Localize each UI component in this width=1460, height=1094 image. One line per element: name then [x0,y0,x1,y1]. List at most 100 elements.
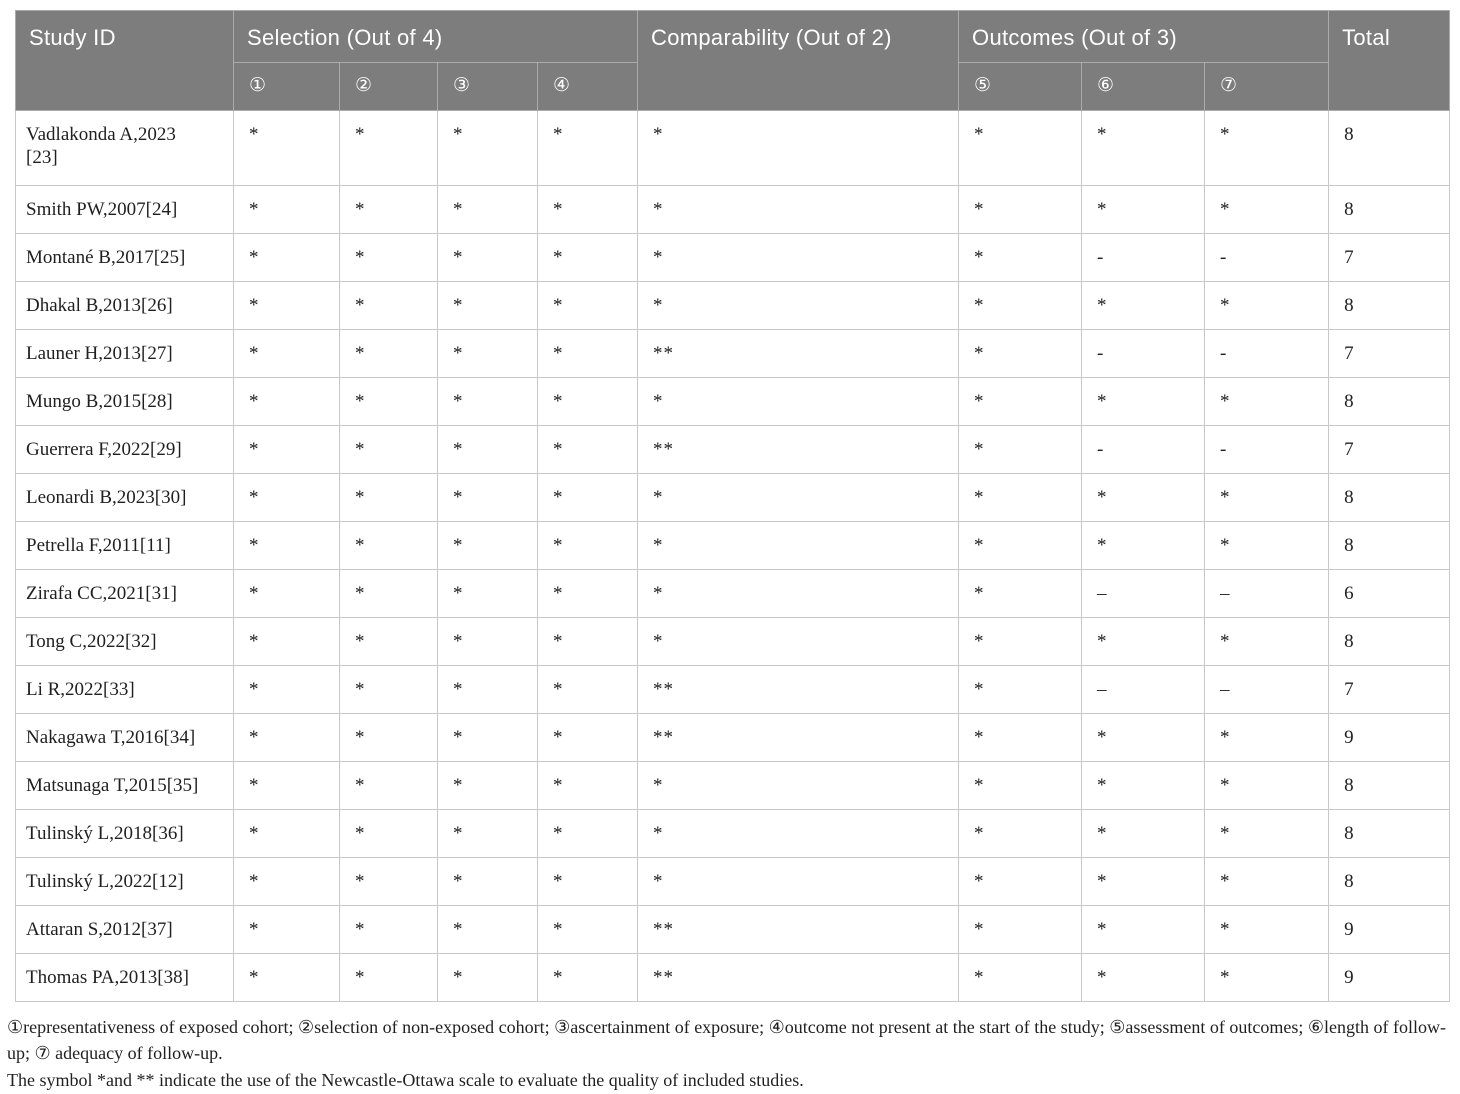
selection-3-cell: * [437,761,538,810]
table-row: Attaran S,2012[37] * * * * ** * * * 9 [15,905,1451,954]
selection-3-cell: * [437,281,538,330]
outcome-6-cell: * [1081,281,1206,330]
header-sub-row: ① ② ③ ④ ⑤ ⑥ ⑦ [16,62,1450,111]
header-study-id: Study ID [15,10,234,111]
outcome-7-cell: * [1204,953,1330,1002]
comparability-cell: ** [637,425,960,474]
study-id-cell: Zirafa CC,2021[31] [15,569,234,618]
table-row: Li R,2022[33] * * * * ** * – –7 [15,665,1451,714]
outcome-7-cell: – [1204,665,1330,714]
outcome-7-cell: * [1204,473,1330,522]
newcastle-ottawa-quality-table: Study ID Selection (Out of 4) Comparabil… [15,10,1451,1002]
header-group-row: Study ID Selection (Out of 4) Comparabil… [15,10,1451,111]
comparability-cell: * [637,233,960,282]
outcome-6-cell: – [1081,665,1206,714]
study-id-cell: Mungo B,2015[28] [15,377,234,426]
selection-3-cell: * [437,953,538,1002]
total-cell: 6 [1328,569,1451,618]
total-cell: 8 [1328,857,1451,906]
comparability-cell: * [637,281,960,330]
outcome-6-cell: – [1081,569,1206,618]
outcome-5-cell: * [958,329,1083,378]
selection-4-cell: * [536,185,639,234]
selection-2-cell: * [339,377,438,426]
study-id-cell: Petrella F,2011[11] [15,521,234,570]
selection-4-cell: * [536,110,639,186]
selection-3-cell: * [437,233,538,282]
selection-1-cell: * [233,905,340,954]
selection-3-cell: * [437,569,538,618]
selection-2-cell: * [339,617,438,666]
selection-1-cell: * [233,281,340,330]
total-cell: 8 [1328,521,1451,570]
comparability-cell: ** [637,953,960,1002]
outcome-5-cell: * [958,521,1083,570]
outcome-5-cell: * [958,377,1083,426]
table-row: Zirafa CC,2021[31] * * * * * * – –6 [15,569,1451,618]
selection-3-cell: * [437,713,538,762]
table-header: Study ID Selection (Out of 4) Comparabil… [15,10,1451,111]
table-row: Tong C,2022[32] * * * * * * * * 8 [15,617,1451,666]
selection-2-cell: * [339,521,438,570]
outcome-7-cell: * [1204,905,1330,954]
selection-2-cell: * [339,185,438,234]
selection-2-cell: * [339,953,438,1002]
study-id-cell: Li R,2022[33] [15,665,234,714]
selection-2-cell: * [339,425,438,474]
selection-4-cell: * [536,473,639,522]
comparability-cell: * [637,809,960,858]
selection-4-cell: * [536,617,639,666]
outcome-5-cell: * [958,905,1083,954]
selection-2-cell: * [339,809,438,858]
table-row: Smith PW,2007[24] * * * * * * * * 8 [15,185,1451,234]
outcome-6-cell: * [1081,617,1206,666]
selection-4-cell: * [536,329,639,378]
outcome-5-cell: * [958,281,1083,330]
outcome-7-cell: * [1204,617,1330,666]
selection-1-cell: * [233,521,340,570]
selection-1-cell: * [233,425,340,474]
study-id-cell: Launer H,2013[27] [15,329,234,378]
outcome-5-cell: * [958,665,1083,714]
comparability-cell: * [637,857,960,906]
selection-3-cell: * [437,185,538,234]
total-cell: 8 [1328,617,1451,666]
selection-3-cell: * [437,521,538,570]
selection-2-cell: * [339,473,438,522]
outcome-5-cell: * [958,110,1083,186]
footnote-criteria: ①representativeness of exposed cohort; ②… [7,1017,1446,1063]
outcome-5-cell: * [958,761,1083,810]
comparability-cell: * [637,377,960,426]
selection-4-cell: * [536,281,639,330]
total-cell: 8 [1328,185,1451,234]
study-id-cell: Smith PW,2007[24] [15,185,234,234]
study-id-cell: Thomas PA,2013[38] [15,953,234,1002]
selection-1-cell: * [233,473,340,522]
comparability-cell: ** [637,329,960,378]
selection-2-cell: * [339,905,438,954]
outcome-6-cell: * [1081,809,1206,858]
selection-4-cell: * [536,521,639,570]
table-row: Mungo B,2015[28] * * * * * * * * 8 [15,377,1451,426]
selection-2-cell: * [339,281,438,330]
study-id-cell: Dhakal B,2013[26] [15,281,234,330]
outcome-7-cell: - [1204,425,1330,474]
outcome-6-cell: * [1081,905,1206,954]
table-row: Matsunaga T,2015[35] * * * * * * * * 8 [15,761,1451,810]
study-id-cell: Attaran S,2012[37] [15,905,234,954]
study-id-cell: Leonardi B,2023[30] [15,473,234,522]
outcome-7-cell: * [1204,809,1330,858]
outcome-5-cell: * [958,185,1083,234]
total-cell: 8 [1328,110,1451,186]
outcome-6-cell: * [1081,377,1206,426]
header-outcome-7: ⑦ [1204,62,1330,111]
outcome-7-cell: * [1204,281,1330,330]
header-selection-2: ② [339,62,438,111]
outcome-5-cell: * [958,473,1083,522]
selection-1-cell: * [233,665,340,714]
comparability-cell: * [637,761,960,810]
outcome-6-cell: * [1081,185,1206,234]
total-cell: 7 [1328,233,1451,282]
header-selection-4: ④ [536,62,639,111]
outcome-5-cell: * [958,857,1083,906]
